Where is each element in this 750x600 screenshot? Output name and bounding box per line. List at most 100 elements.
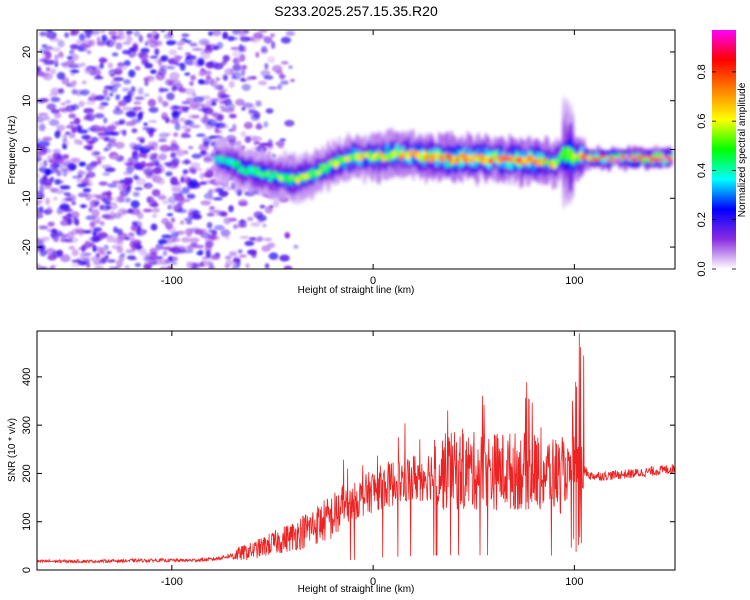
heatmap-cell [250,114,260,121]
heatmap-cell [179,62,186,71]
heatmap-cell [130,200,140,209]
heatmap-cell [38,123,46,132]
heatmap-cell [126,112,138,118]
y-tick-label: 300 [21,416,33,434]
heatmap-cell [128,69,136,78]
heatmap-cell [180,176,185,183]
heatmap-cell [37,237,43,246]
heatmap-cell [45,30,53,33]
heatmap-cell [161,199,169,205]
heatmap-cell [216,187,225,192]
heatmap-cell [123,177,133,185]
heatmap-cell [211,101,217,106]
heatmap-cell [103,117,108,124]
heatmap-cell [251,250,257,259]
heatmap-cell [124,265,130,269]
heatmap-cell [367,150,373,158]
heatmap-cell [239,30,247,36]
heatmap-cell [416,151,422,157]
heatmap-cell [654,159,659,163]
heatmap-cell [82,44,91,49]
heatmap-cell [123,197,132,203]
heatmap-cell [200,260,209,268]
heatmap-cell [78,170,87,175]
heatmap-cell [185,40,192,44]
heatmap-cell [69,43,80,50]
heatmap-cell [101,204,112,212]
heatmap-cell [170,118,180,125]
heatmap-cell [198,71,206,77]
heatmap-cell [113,212,122,219]
heatmap-cell [214,129,223,134]
y-tick-label: 10 [21,95,33,107]
heatmap-cell [80,62,86,67]
heatmap-cell [165,161,172,167]
heatmap-cell [263,121,269,128]
heatmap-cell [285,30,296,37]
heatmap-cell [179,117,186,123]
heatmap-cell [220,108,227,113]
heatmap-cell [115,94,121,101]
heatmap-cell [86,162,97,171]
heatmap-cell [218,190,228,198]
colorbar-tick-label: 0.6 [696,114,708,129]
heatmap-cell [266,170,271,176]
y-tick-label: 0 [21,567,33,573]
heatmap-cell [249,237,257,241]
heatmap-cell [93,65,101,72]
heatmap-cell [261,45,268,52]
heatmap-cell [212,209,222,213]
heatmap-cell [240,145,246,150]
heatmap-cell [149,247,158,255]
heatmap-cell [284,231,291,239]
heatmap-cell [228,80,235,89]
heatmap-cell [63,208,73,212]
heatmap-cell [235,160,241,166]
heatmap-cell [253,141,260,145]
heatmap-cell [121,87,131,92]
heatmap-cell [46,103,57,111]
heatmap-cell [64,32,69,38]
heatmap-cell [181,33,190,37]
heatmap-cell [173,55,182,62]
heatmap-cell [121,106,132,111]
heatmap-cell [99,204,105,211]
heatmap-cell [270,33,275,38]
colorbar-ticks: 0.0 0.2 0.4 0.6 0.8 [696,64,736,277]
heatmap-cell [70,157,81,164]
heatmap-y-label: Frequency (Hz) [7,116,18,185]
heatmap-cell [143,264,153,269]
heatmap-cell [235,98,245,106]
heatmap-cell [190,242,198,247]
heatmap-cell [150,223,158,231]
heatmap-cell [39,31,47,37]
y-tick-label: 200 [21,464,33,482]
heatmap-cell [173,80,181,86]
heatmap-cell [100,102,109,107]
heatmap-cell [211,30,222,37]
heatmap-cell [229,103,235,111]
heatmap-cell [264,62,269,70]
heatmap-cell [129,92,136,96]
heatmap-cell [60,254,71,263]
heatmap-cell [275,69,283,75]
heatmap-cell [99,30,106,34]
heatmap-cell [146,196,152,204]
heatmap-cell [126,255,136,260]
heatmap-cell [268,252,279,260]
heatmap-cell [94,95,105,101]
heatmap-cell [206,222,213,229]
heatmap-cell [54,112,62,119]
heatmap-cell [263,36,273,44]
heatmap-cell [241,83,251,91]
heatmap-cell [183,129,191,133]
heatmap-cell [233,256,239,261]
heatmap-cell [155,243,164,250]
colorbar-tick-label: 0.4 [696,163,708,178]
heatmap-cell [213,45,220,51]
heatmap-cell [60,62,68,67]
heatmap-cell [106,251,112,255]
heatmap-cell [71,69,80,74]
heatmap-cell [205,75,212,81]
heatmap-cell [175,230,186,235]
